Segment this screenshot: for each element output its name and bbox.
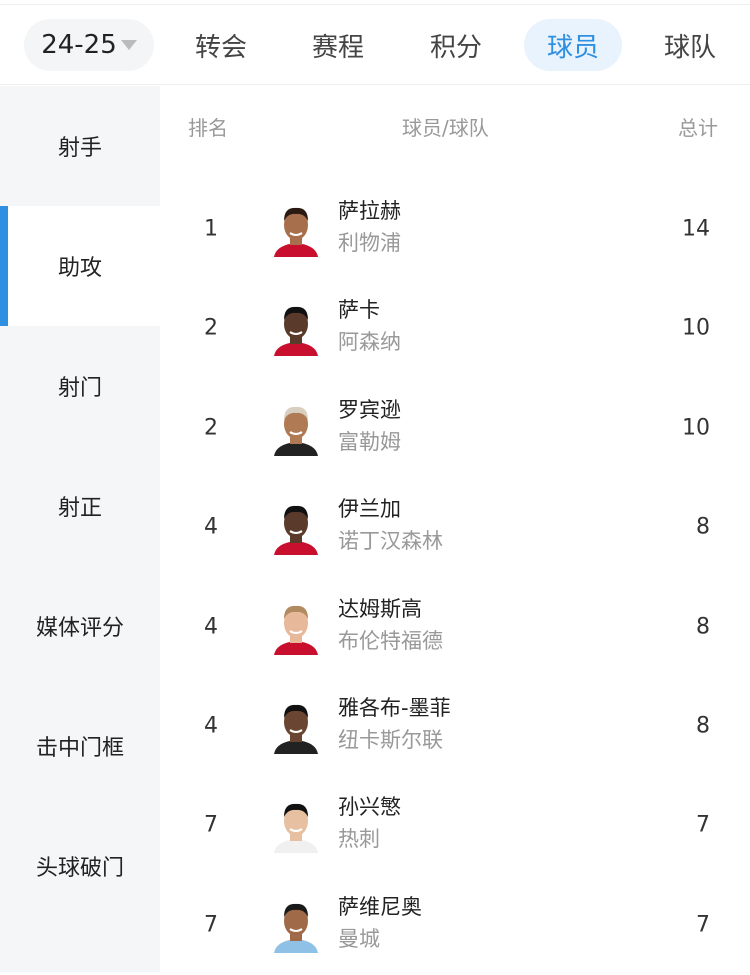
rank: 4 [204,713,218,739]
player-avatar [272,599,320,655]
tab-4[interactable]: 球队 [663,32,716,63]
table-row[interactable]: 7 萨维尼奥 曼城 7 [160,875,750,975]
rank: 2 [204,415,218,441]
sidebar-item-label: 击中门框 [35,736,124,761]
sidebar-item[interactable]: 射手 [0,86,160,206]
total-value: 8 [696,713,710,739]
table-row[interactable]: 2 萨卡 阿森纳 10 [160,278,750,378]
tab-3[interactable]: 球员 [524,19,622,71]
player-avatar [272,797,320,854]
total-value: 7 [696,912,710,938]
total-value: 8 [696,514,710,540]
rank: 2 [204,315,218,341]
total-value: 10 [682,315,710,341]
rank: 4 [204,514,218,540]
player-name[interactable]: 孙兴慜 [338,795,401,820]
sidebar-item[interactable]: 射正 [0,446,160,566]
top-nav: 24-25 转会 赛程 积分 球员 球队 [0,5,750,85]
sidebar-item[interactable]: 头球破门 [0,806,160,926]
header-total: 总计 [678,116,718,140]
sidebar-item-label: 头球破门 [35,856,124,881]
sidebar-item[interactable]: 媒体评分 [0,566,160,686]
team-name: 曼城 [338,926,380,951]
total-value: 7 [696,812,710,838]
player-avatar [272,300,320,357]
player-name[interactable]: 萨拉赫 [338,199,401,223]
rank: 1 [204,216,218,242]
table-row[interactable]: 4 达姆斯高 布伦特福德 8 [160,577,750,677]
status-divider [0,0,750,5]
rank: 7 [204,912,218,938]
total-value: 10 [682,415,710,441]
table-row[interactable]: 7 孙兴慜 热刺 7 [160,775,750,875]
season-selector[interactable]: 24-25 [24,19,154,71]
team-name: 富勒姆 [338,429,401,454]
team-name: 布伦特福德 [338,628,443,653]
header-rank: 排名 [188,116,228,140]
team-name: 热刺 [338,827,380,852]
player-name[interactable]: 伊兰加 [338,497,401,522]
table-row[interactable]: 2 罗宾逊 富勒姆 10 [160,378,750,478]
total-value: 8 [696,614,710,640]
season-label: 24-25 [41,30,117,60]
player-avatar [272,698,320,754]
player-name[interactable]: 萨卡 [338,298,380,323]
player-avatar [272,897,320,953]
sidebar-item-label: 射门 [57,376,102,401]
tab-0[interactable]: 转会 [194,32,247,63]
tab-2[interactable]: 积分 [429,32,482,63]
player-name[interactable]: 萨维尼奥 [338,894,422,919]
team-name: 阿森纳 [338,330,401,355]
table-row[interactable]: 4 雅各布-墨菲 纽卡斯尔联 8 [160,676,750,776]
player-name[interactable]: 罗宾逊 [338,397,401,422]
table-row[interactable]: 1 萨拉赫 利物浦 14 [160,179,750,279]
player-avatar [272,400,320,456]
rank: 7 [204,812,218,838]
sidebar-item[interactable]: 击中门框 [0,686,160,806]
sidebar-item[interactable]: 射门 [0,326,160,446]
player-avatar [272,201,320,257]
player-name[interactable]: 雅各布-墨菲 [338,696,451,720]
sidebar: 射手助攻射门射正媒体评分击中门框头球破门 [0,86,160,972]
team-name: 利物浦 [338,231,401,255]
player-avatar [272,499,320,556]
caret-down-icon [120,40,137,50]
sidebar-item-label: 射手 [57,136,102,161]
tab-1[interactable]: 赛程 [311,32,364,63]
sidebar-item[interactable]: 助攻 [0,206,160,326]
sidebar-item-label: 媒体评分 [35,616,124,641]
team-name: 诺丁汉森林 [338,529,443,554]
total-value: 14 [682,216,710,242]
player-name[interactable]: 达姆斯高 [338,596,422,621]
rank: 4 [204,614,218,640]
team-name: 纽卡斯尔联 [338,728,443,752]
sidebar-item-label: 射正 [57,496,102,521]
table-row[interactable]: 4 伊兰加 诺丁汉森林 8 [160,477,750,577]
header-player: 球员/球队 [402,116,489,140]
sidebar-item-label: 助攻 [57,256,102,281]
